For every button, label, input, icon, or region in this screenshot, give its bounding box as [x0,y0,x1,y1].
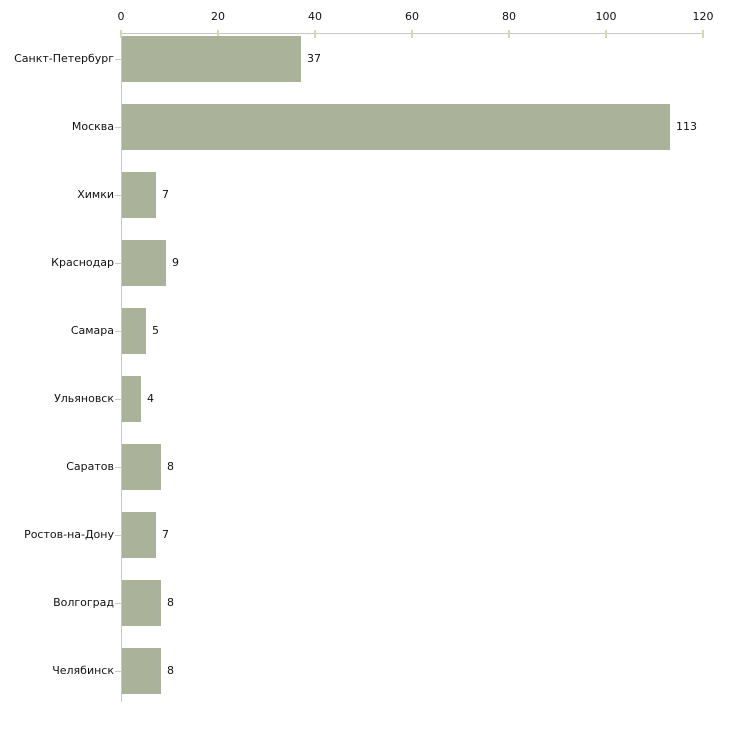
bar-7 [122,444,161,490]
x-tick-mark [702,30,704,38]
y-tick-mark [115,535,121,536]
x-tick-label: 0 [117,10,125,23]
category-label: Ростов-на-Дону [24,528,114,541]
bar-3 [122,172,156,218]
x-tick-mark [508,30,510,38]
bar-6 [122,376,141,422]
bar-5 [122,308,146,354]
value-label: 37 [307,52,321,65]
y-axis-line [121,33,122,702]
x-tick-mark [411,30,413,38]
y-tick-mark [115,127,121,128]
category-label: Саратов [66,460,114,473]
category-label: Санкт-Петербург [14,52,114,65]
category-label: Самара [70,324,114,337]
bar-1 [122,36,301,82]
x-tick-label: 40 [308,10,322,23]
bar-4 [122,240,166,286]
y-tick-mark [115,195,121,196]
x-tick-label: 80 [502,10,516,23]
category-label: Краснодар [51,256,114,269]
value-label: 113 [676,120,697,133]
x-tick-label: 100 [595,10,617,23]
y-tick-mark [115,399,121,400]
y-tick-mark [115,59,121,60]
category-label: Химки [77,188,114,201]
value-label: 5 [152,324,159,337]
bar-2 [122,104,670,150]
value-label: 7 [162,188,169,201]
x-tick-mark [314,30,316,38]
bar-9 [122,580,161,626]
x-tick-label: 60 [405,10,419,23]
y-tick-mark [115,603,121,604]
value-label: 8 [167,596,174,609]
value-label: 4 [147,392,154,405]
x-tick-label: 120 [692,10,714,23]
value-label: 8 [167,664,174,677]
y-tick-mark [115,331,121,332]
x-tick-mark [217,30,219,38]
x-tick-mark [605,30,607,38]
category-label: Ульяновск [54,392,114,405]
value-label: 9 [172,256,179,269]
value-label: 8 [167,460,174,473]
y-tick-mark [115,467,121,468]
y-tick-mark [115,263,121,264]
category-label: Челябинск [52,664,114,677]
category-label: Волгоград [53,596,114,609]
bar-8 [122,512,156,558]
value-label: 7 [162,528,169,541]
bar-10 [122,648,161,694]
x-tick-label: 20 [211,10,225,23]
category-label: Москва [71,120,114,133]
x-tick-mark [120,30,122,38]
y-tick-mark [115,671,121,672]
